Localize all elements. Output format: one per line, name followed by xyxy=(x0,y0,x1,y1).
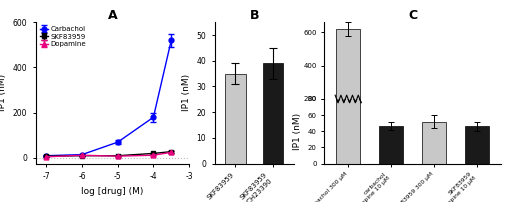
Bar xyxy=(379,126,403,164)
Title: A: A xyxy=(108,9,117,22)
Bar xyxy=(466,126,489,164)
Bar xyxy=(422,122,446,164)
X-axis label: log [drug] (M): log [drug] (M) xyxy=(81,186,144,196)
Bar xyxy=(225,74,246,164)
Bar xyxy=(379,125,403,132)
Y-axis label: IP1 (nM): IP1 (nM) xyxy=(182,74,191,112)
Bar xyxy=(336,0,360,164)
Bar xyxy=(466,125,489,132)
Y-axis label: IP1 (nM): IP1 (nM) xyxy=(293,113,303,150)
Y-axis label: IP1 (nM): IP1 (nM) xyxy=(0,74,7,112)
Legend: Carbachol, SKF83959, Dopamine: Carbachol, SKF83959, Dopamine xyxy=(39,26,87,48)
Bar xyxy=(422,124,446,132)
Title: C: C xyxy=(408,9,417,22)
Bar xyxy=(336,29,360,132)
Bar xyxy=(263,63,284,164)
Title: B: B xyxy=(249,9,259,22)
